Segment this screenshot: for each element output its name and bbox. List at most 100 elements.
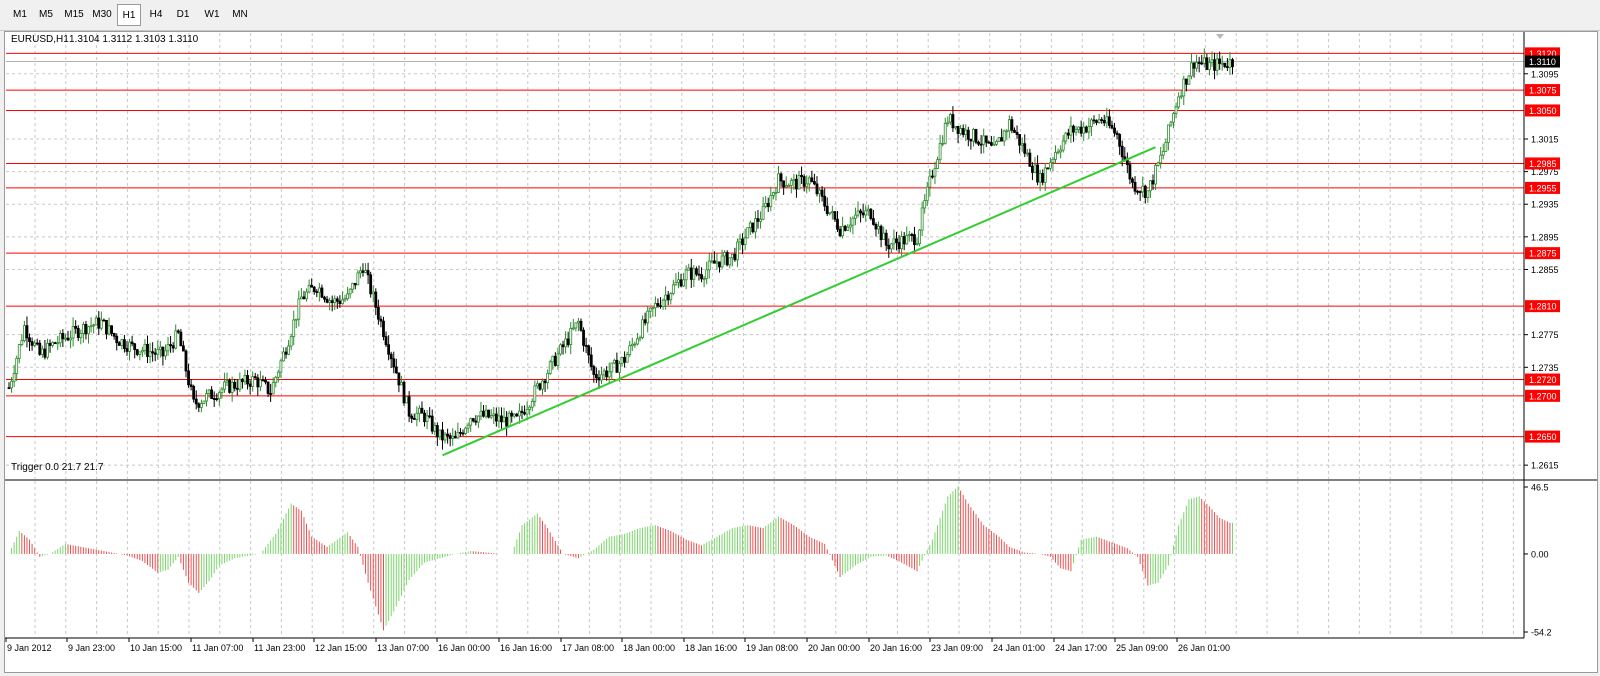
candle-body bbox=[28, 337, 31, 343]
candle-body bbox=[625, 354, 629, 363]
indicator-tick-label: 46.5 bbox=[1531, 483, 1549, 493]
timeframe-button-h4[interactable]: H4 bbox=[149, 9, 163, 20]
candle-body bbox=[574, 322, 578, 329]
candle-body bbox=[697, 273, 701, 276]
candle-body bbox=[7, 387, 11, 390]
candle-body bbox=[592, 366, 596, 375]
candle-body bbox=[194, 398, 198, 405]
candle-body bbox=[433, 425, 437, 432]
timeframe-button-m1[interactable]: M1 bbox=[13, 9, 27, 20]
candle-body bbox=[610, 362, 614, 373]
timeframe-button-m15[interactable]: M15 bbox=[64, 9, 84, 20]
timeframe-button-mn[interactable]: MN bbox=[232, 9, 248, 20]
candle-body bbox=[933, 168, 937, 177]
chart-canvas[interactable]: 1.3095 1.3015 1.2975 1.2935 1.2895 1.2855 1.27… bbox=[5, 32, 1597, 672]
candle-body bbox=[741, 238, 744, 245]
candle-body bbox=[464, 427, 467, 435]
price-level-label: 1.3120 bbox=[1529, 49, 1557, 59]
candle-body bbox=[1033, 164, 1037, 173]
candle-body bbox=[546, 373, 550, 384]
candle-body bbox=[40, 348, 44, 355]
candle-body bbox=[282, 351, 285, 362]
candle-body bbox=[1197, 62, 1201, 64]
candle-body bbox=[1161, 150, 1165, 156]
timeframe-button-h1[interactable]: H1 bbox=[117, 4, 141, 26]
candle-body bbox=[1184, 78, 1188, 85]
timeframe-button-w1[interactable]: W1 bbox=[204, 9, 220, 20]
candle-body bbox=[979, 143, 983, 146]
candle-body bbox=[510, 412, 514, 417]
candle-body bbox=[89, 325, 93, 328]
candle-body bbox=[535, 383, 539, 387]
candle-body bbox=[1166, 124, 1170, 143]
timeframe-button-d1[interactable]: D1 bbox=[176, 9, 190, 20]
candle-body bbox=[328, 300, 332, 303]
candle-body bbox=[864, 210, 868, 216]
candle-body bbox=[556, 353, 560, 366]
candle-body bbox=[420, 407, 424, 414]
candle-body bbox=[220, 388, 224, 394]
candle-body bbox=[138, 351, 142, 355]
candle-body bbox=[964, 129, 968, 135]
candle-body bbox=[287, 345, 290, 355]
candle-body bbox=[538, 383, 542, 390]
candle-body bbox=[1095, 120, 1098, 123]
timeframe-button-m30[interactable]: M30 bbox=[92, 9, 112, 20]
candle-body bbox=[94, 317, 98, 326]
candle-body bbox=[777, 173, 780, 193]
candle-body bbox=[1200, 62, 1204, 65]
candle-body bbox=[479, 410, 483, 417]
candle-body bbox=[1125, 159, 1129, 166]
candle-body bbox=[518, 410, 521, 417]
candle-body bbox=[661, 299, 665, 307]
candle-body bbox=[471, 418, 475, 422]
chart-window[interactable]: 1.3095 1.3015 1.2975 1.2935 1.2895 1.2855 1.27… bbox=[4, 31, 1598, 673]
candle-body bbox=[543, 380, 547, 384]
price-level-label: 1.3050 bbox=[1529, 106, 1557, 116]
price-tick-label: 1.2975 bbox=[1531, 167, 1559, 177]
time-tick-label: 11 Jan 23:00 bbox=[254, 643, 305, 653]
candle-body bbox=[487, 409, 491, 418]
candle-body bbox=[943, 123, 947, 144]
candle-body bbox=[1210, 59, 1214, 64]
candle-body bbox=[325, 298, 329, 303]
time-tick-label: 19 Jan 08:00 bbox=[746, 643, 798, 653]
candle-body bbox=[430, 415, 434, 432]
candle-body bbox=[261, 379, 265, 382]
candle-body bbox=[866, 208, 870, 212]
candle-body bbox=[66, 337, 70, 341]
candle-body bbox=[956, 125, 960, 134]
candle-body bbox=[702, 278, 706, 280]
price-level-label: 1.2955 bbox=[1529, 183, 1557, 193]
candle-body bbox=[1133, 181, 1137, 192]
candle-body bbox=[130, 341, 134, 345]
candle-body bbox=[1074, 129, 1078, 133]
candle-body bbox=[802, 176, 806, 187]
price-level-label: 1.3075 bbox=[1529, 86, 1557, 96]
candle-body bbox=[402, 381, 406, 404]
candle-body bbox=[1092, 119, 1096, 122]
grid bbox=[6, 33, 1524, 637]
candle-body bbox=[1064, 132, 1068, 142]
price-tick-label: 1.2735 bbox=[1531, 363, 1559, 373]
candle-body bbox=[674, 281, 678, 286]
price-tick-label: 1.2855 bbox=[1531, 265, 1559, 275]
candle-body bbox=[274, 376, 278, 384]
ohlc-readout: 1.3104 1.3112 1.3103 1.3110 bbox=[69, 34, 199, 45]
candle-body bbox=[841, 225, 845, 237]
candle-body bbox=[989, 142, 993, 146]
candle-body bbox=[1149, 180, 1152, 192]
candle-body bbox=[938, 143, 942, 161]
candle-body bbox=[800, 175, 803, 177]
candle-body bbox=[823, 195, 827, 207]
candle-body bbox=[910, 234, 914, 236]
candle-body bbox=[84, 324, 88, 335]
candle-body bbox=[707, 260, 711, 271]
candle-body bbox=[1069, 125, 1073, 136]
candle-body bbox=[500, 415, 503, 423]
candle-body bbox=[202, 400, 206, 404]
price-level-label: 1.2650 bbox=[1529, 432, 1557, 442]
candle-body bbox=[140, 350, 144, 353]
timeframe-button-m5[interactable]: M5 bbox=[39, 9, 53, 20]
candle-body bbox=[417, 407, 421, 414]
